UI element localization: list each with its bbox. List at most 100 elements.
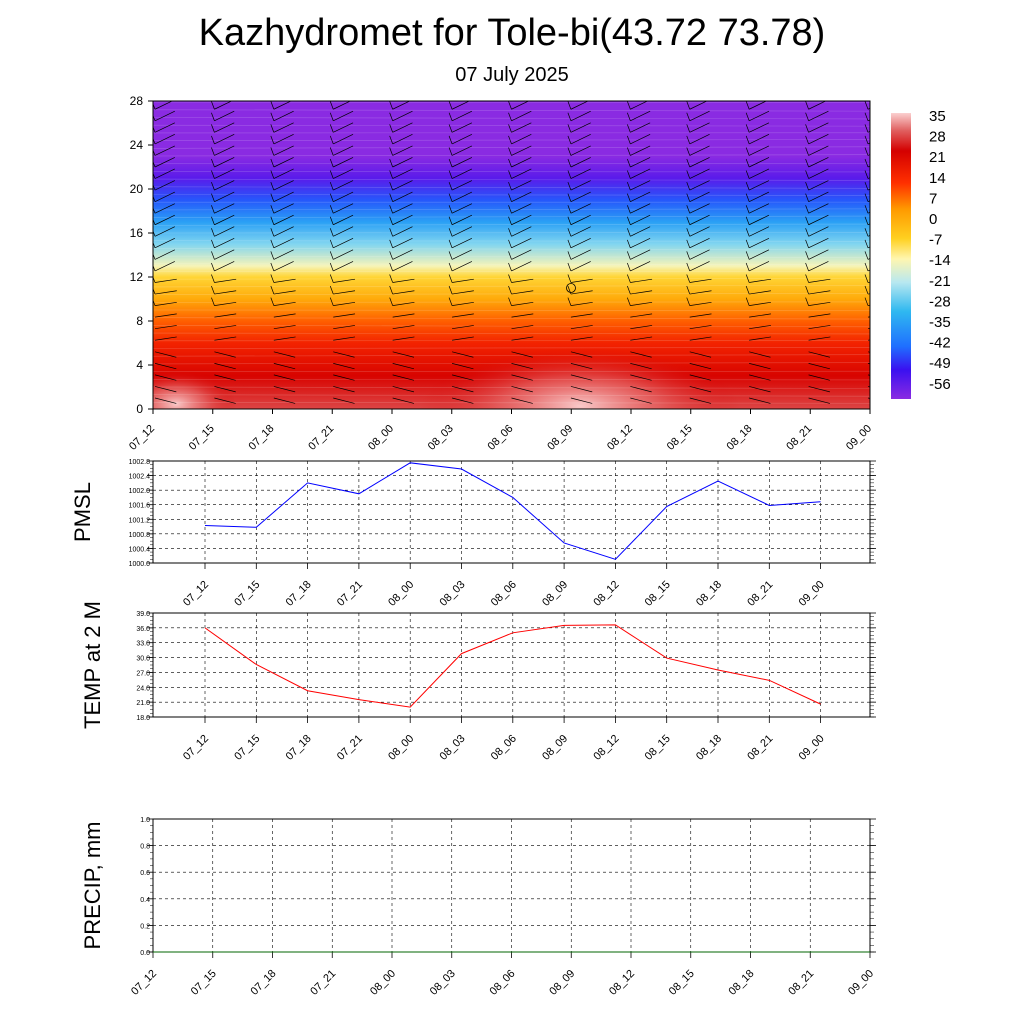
x-tick-label: 08_09 bbox=[540, 733, 570, 763]
heatmap-overlay bbox=[153, 101, 870, 409]
colorbar bbox=[891, 113, 911, 399]
wind-barb bbox=[273, 203, 294, 214]
wind-barb bbox=[451, 145, 473, 156]
wind-barb bbox=[451, 180, 473, 191]
wind-barb bbox=[154, 203, 175, 214]
wind-barb bbox=[511, 134, 532, 145]
wind-barb bbox=[333, 301, 356, 306]
wind-barb bbox=[630, 110, 651, 122]
heatmap-warm-core bbox=[420, 348, 740, 409]
wind-barb bbox=[392, 290, 415, 295]
wind-barb bbox=[689, 313, 712, 318]
wind-barb bbox=[511, 226, 532, 237]
wind-barb-flag bbox=[745, 181, 750, 191]
wind-barb bbox=[570, 301, 593, 306]
wind-barb bbox=[392, 313, 415, 318]
heatmap-contour bbox=[153, 378, 870, 381]
wind-barb bbox=[630, 325, 653, 330]
wind-barb bbox=[214, 313, 237, 318]
wind-barb bbox=[630, 203, 651, 214]
wind-barb bbox=[749, 145, 770, 156]
y-tick-label: 1002.0 bbox=[129, 488, 151, 495]
wind-barb-flag bbox=[805, 228, 809, 237]
pmsl-ylabel: PMSL bbox=[70, 482, 95, 542]
wind-barb-flag bbox=[864, 262, 869, 272]
wind-barb bbox=[451, 237, 473, 249]
wind-barb bbox=[689, 110, 710, 122]
wind-barb-flag bbox=[686, 147, 691, 156]
wind-barb bbox=[154, 214, 175, 226]
wind-barb-flag bbox=[329, 205, 334, 214]
wind-barb-flag bbox=[211, 216, 215, 225]
wind-barb bbox=[333, 249, 354, 260]
y-tick-label: 16 bbox=[130, 226, 144, 240]
wind-barb-flag bbox=[567, 239, 572, 248]
wind-barb-flag bbox=[805, 147, 809, 156]
wind-barb-flag bbox=[508, 181, 512, 191]
wind-barb-flag bbox=[448, 112, 453, 121]
wind-barb bbox=[689, 157, 710, 168]
wind-barb bbox=[154, 386, 177, 393]
colorbar-label: -28 bbox=[929, 293, 951, 310]
wind-barb-flag bbox=[805, 101, 809, 110]
wind-barb bbox=[511, 301, 534, 306]
wind-barb-flag bbox=[389, 147, 393, 156]
wind-barb-flag bbox=[745, 205, 750, 214]
wind-barb bbox=[808, 351, 830, 358]
wind-barb-flag bbox=[270, 135, 275, 145]
wind-barb bbox=[749, 191, 770, 202]
wind-barb bbox=[333, 313, 356, 318]
wind-barb bbox=[749, 168, 770, 179]
heatmap-contour bbox=[153, 215, 870, 218]
wind-barb-flag bbox=[805, 158, 809, 168]
x-tick-label: 07_18 bbox=[284, 733, 314, 763]
wind-barb bbox=[511, 191, 532, 202]
wind-barb bbox=[452, 325, 474, 330]
wind-barb bbox=[333, 374, 355, 381]
wind-barb-flag bbox=[805, 205, 809, 214]
wind-barb bbox=[511, 145, 532, 156]
wind-barb bbox=[392, 226, 413, 237]
wind-barb bbox=[451, 157, 473, 168]
wind-barb bbox=[392, 351, 415, 358]
wind-barb-flag bbox=[389, 297, 393, 306]
wind-barb bbox=[154, 278, 177, 283]
wind-barb-flag bbox=[745, 239, 750, 248]
wind-barb-flag bbox=[805, 181, 809, 191]
wind-barb bbox=[273, 290, 296, 295]
x-tick-label: 07_18 bbox=[247, 423, 277, 453]
wind-barb-flag bbox=[805, 124, 809, 133]
chart-subtitle: 07 July 2025 bbox=[455, 64, 569, 86]
wind-barb bbox=[333, 386, 355, 393]
wind-barb bbox=[451, 363, 474, 370]
wind-barb bbox=[808, 157, 829, 168]
wind-barb-flag bbox=[745, 170, 750, 179]
wind-barb bbox=[689, 363, 712, 370]
y-tick-label: 24 bbox=[130, 138, 144, 152]
wind-barb bbox=[749, 203, 770, 214]
wind-barb bbox=[689, 226, 710, 237]
x-tick-label: 08_06 bbox=[489, 579, 519, 609]
wind-barb bbox=[689, 336, 712, 341]
heatmap-contour bbox=[153, 354, 870, 357]
colorbar-label: -7 bbox=[929, 232, 942, 249]
wind-barb-flag bbox=[864, 193, 869, 202]
wind-barb-flag bbox=[389, 205, 393, 214]
wind-barb bbox=[273, 374, 296, 381]
wind-barb-flag bbox=[211, 262, 215, 272]
wind-barb-flag bbox=[567, 124, 572, 133]
heatmap-contour bbox=[153, 347, 870, 349]
x-tick-label: 08_03 bbox=[426, 423, 456, 453]
colorbar-label: -21 bbox=[929, 273, 951, 290]
wind-barb bbox=[630, 301, 653, 306]
wind-barb-flag bbox=[686, 112, 691, 121]
wind-barb bbox=[630, 363, 652, 370]
wind-barb-flag bbox=[686, 135, 691, 145]
wind-barb bbox=[511, 325, 534, 330]
wind-barb bbox=[570, 191, 591, 202]
wind-barb bbox=[749, 397, 771, 404]
wind-barb bbox=[511, 203, 532, 214]
wind-barb bbox=[451, 226, 473, 237]
wind-barb-flag bbox=[686, 285, 691, 295]
colorbar-label: -49 bbox=[929, 355, 951, 372]
